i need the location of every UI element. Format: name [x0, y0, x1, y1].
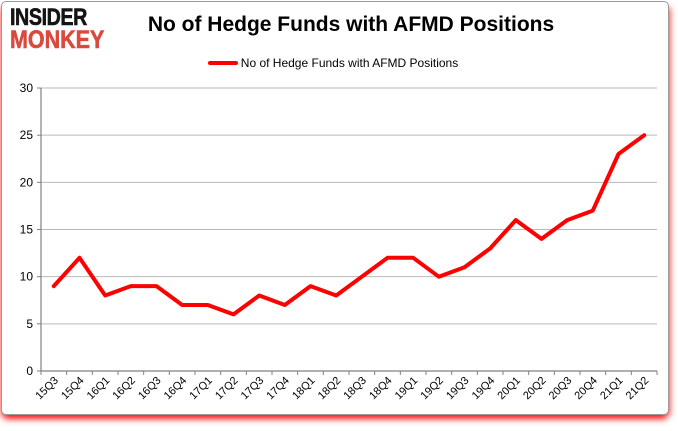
x-tick-label: 17Q2: [213, 375, 241, 403]
x-tick-label: 17Q4: [264, 375, 292, 403]
x-tick-label: 17Q3: [239, 375, 267, 403]
legend-label: No of Hedge Funds with AFMD Positions: [240, 56, 459, 70]
y-tick-label: 10: [20, 270, 34, 284]
x-tick-label: 16Q4: [162, 375, 190, 403]
legend-line-swatch: [207, 61, 238, 65]
x-tick-label: 15Q4: [59, 375, 87, 403]
x-tick-label: 20Q1: [495, 375, 523, 403]
logo-text-insider: INSIDER: [10, 4, 88, 31]
x-tick-label: 18Q2: [316, 375, 344, 403]
y-tick-label: 5: [26, 317, 33, 331]
y-tick-label: 25: [20, 128, 34, 142]
x-tick-label: 20Q2: [521, 375, 549, 403]
y-tick-label: 30: [20, 81, 34, 95]
logo-text-monkey: MONKEY: [10, 26, 105, 54]
x-tick-label: 17Q1: [187, 375, 215, 403]
x-tick-label: 16Q3: [136, 375, 164, 403]
data-series-line: [51, 133, 647, 317]
x-tick-label: 19Q2: [418, 375, 446, 403]
y-tick-label: 0: [26, 364, 33, 378]
series-line: [51, 133, 647, 317]
x-tick-label: 19Q4: [470, 375, 498, 403]
x-tick-label: 18Q1: [290, 375, 318, 403]
y-tick-label: 15: [20, 223, 34, 237]
y-gridlines: [41, 87, 657, 325]
x-tick-label: 15Q3: [33, 375, 61, 403]
x-tick-label: 19Q3: [444, 375, 472, 403]
x-tick-labels: 15Q315Q416Q116Q216Q316Q417Q117Q217Q317Q4…: [33, 375, 651, 403]
x-tick-label: 19Q1: [393, 375, 421, 403]
insider-monkey-logo: INSIDER MONKEY: [10, 4, 120, 54]
x-tick-label: 18Q3: [341, 375, 369, 403]
axes: [37, 87, 658, 375]
x-tick-label: 16Q2: [110, 375, 138, 403]
y-tick-label: 20: [20, 175, 34, 189]
x-tick-label: 20Q4: [572, 375, 600, 403]
x-tick-label: 21Q2: [624, 375, 652, 403]
x-tick-label: 21Q1: [598, 375, 626, 403]
chart-image-frame: [1, 1, 669, 415]
x-tick-label: 18Q4: [367, 375, 395, 403]
chart-legend: No of Hedge Funds with AFMD Positions: [0, 56, 672, 70]
y-tick-labels: 0 5 10 15 20 25 30: [20, 81, 34, 378]
chart-title: No of Hedge Funds with AFMD Positions: [147, 13, 555, 36]
x-tick-label: 20Q3: [547, 375, 575, 403]
x-tick-label: 16Q1: [85, 375, 113, 403]
